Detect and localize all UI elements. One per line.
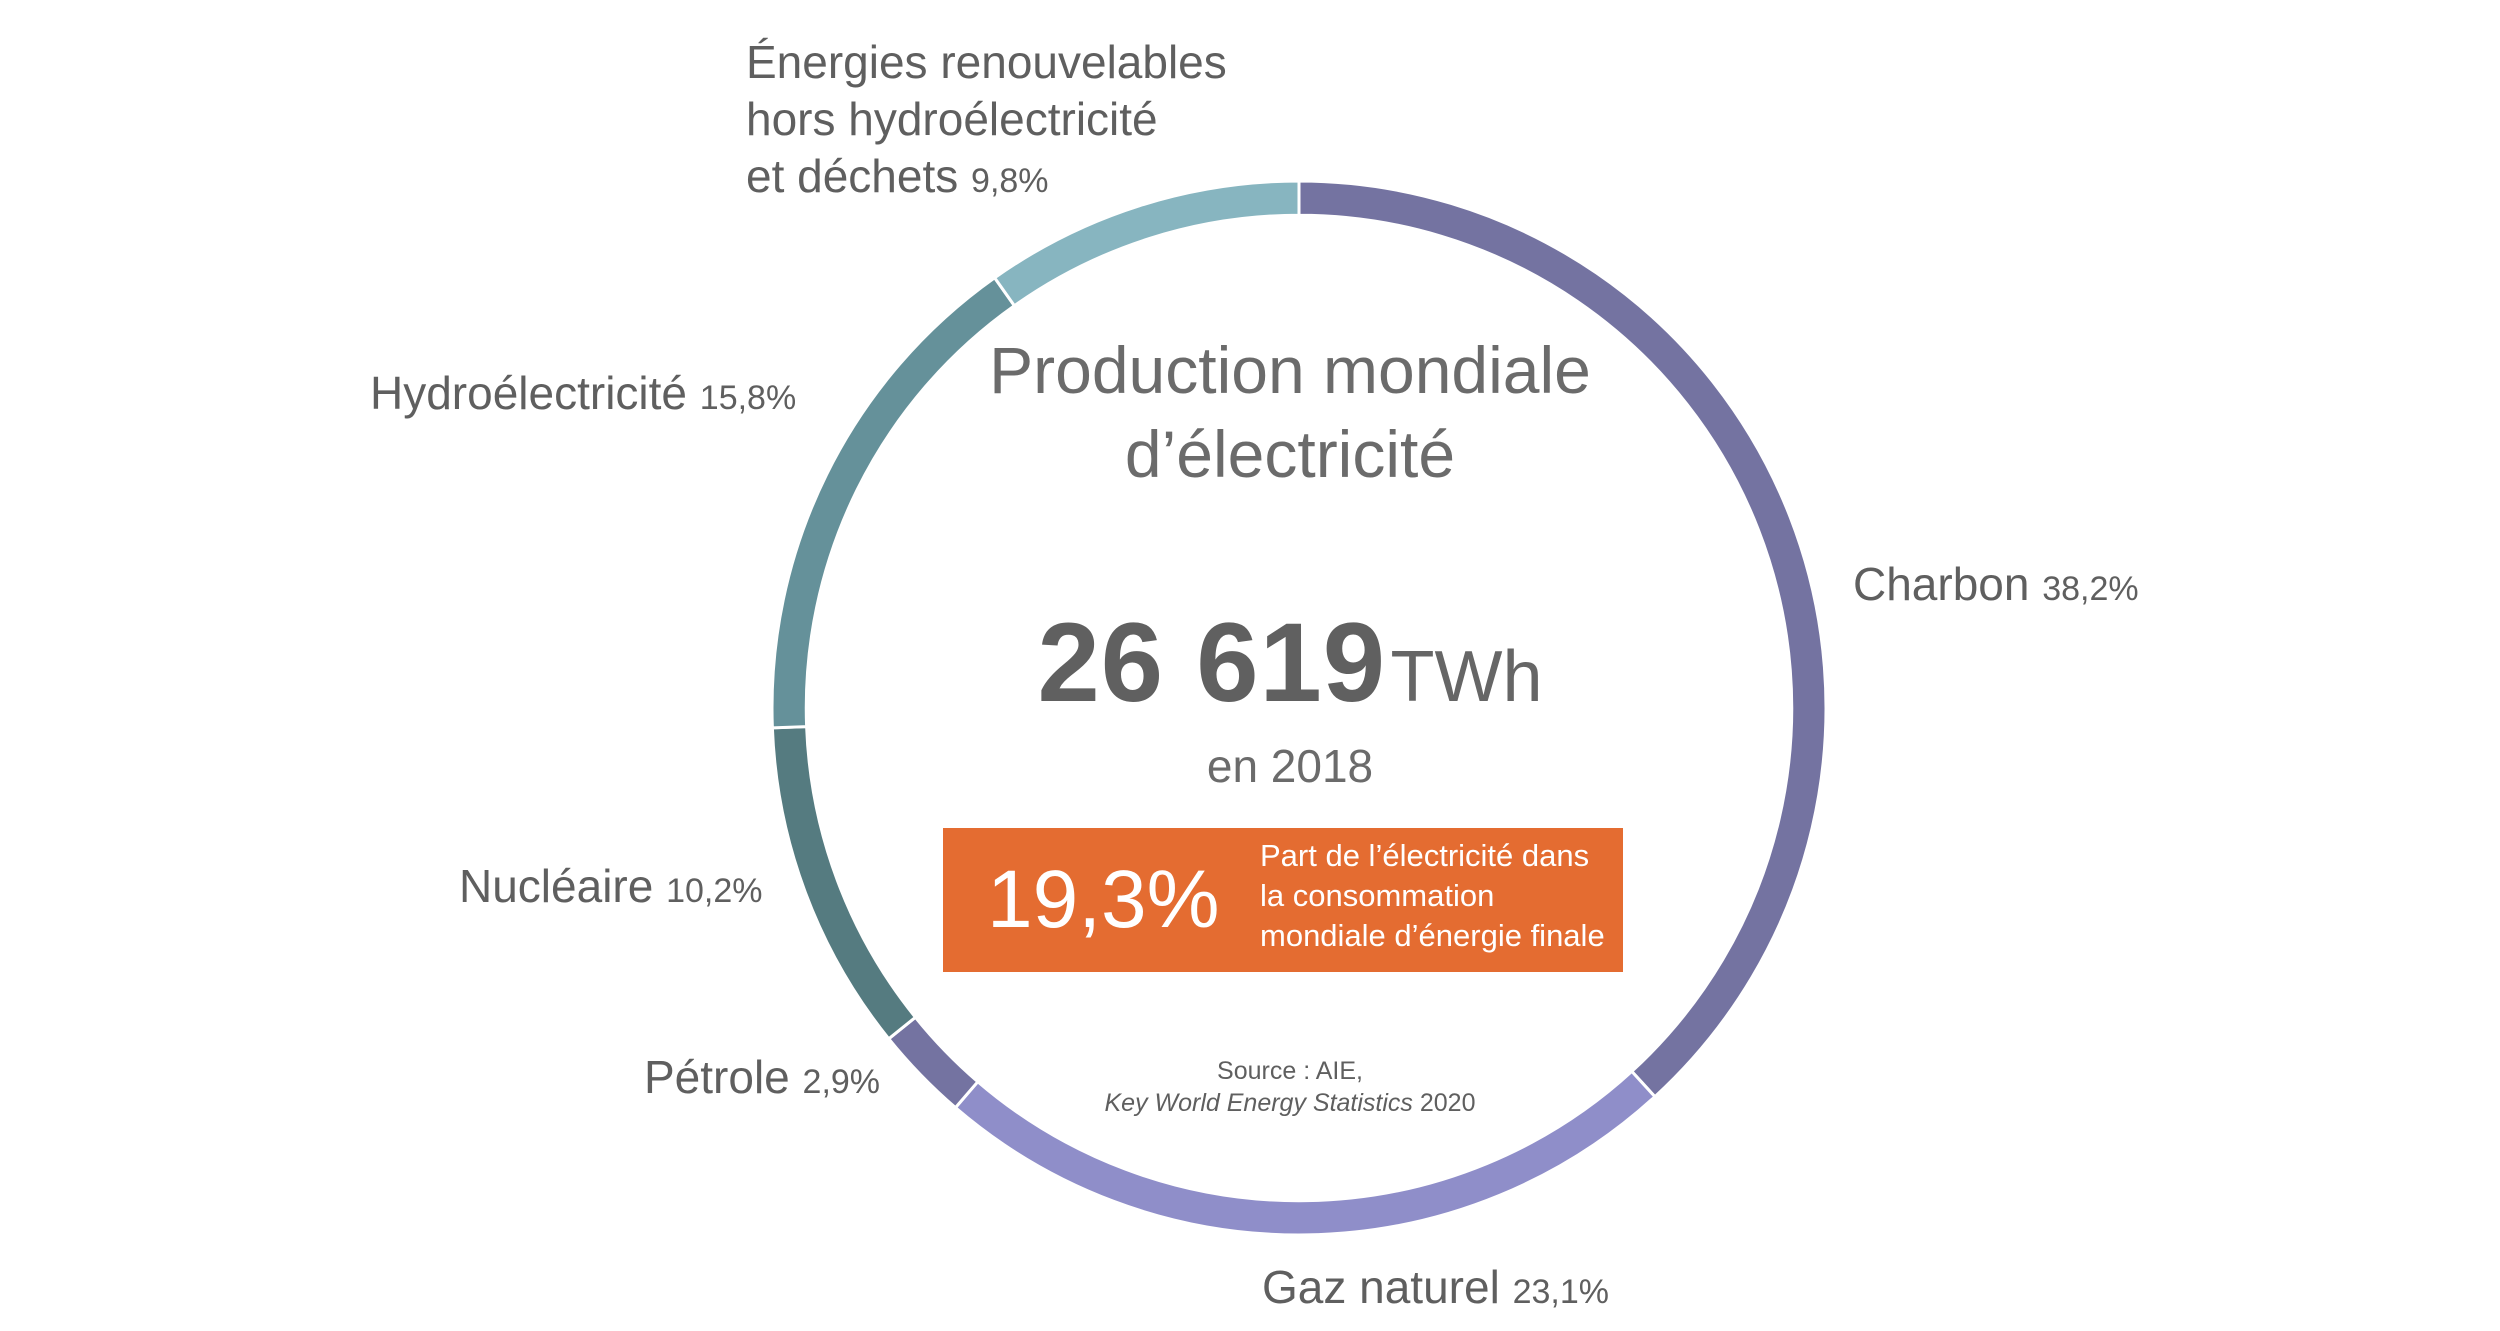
label-name: Hydroélectricité [370,367,687,419]
chart-title: Production mondiale d’électricité [989,333,1591,491]
label-charbon: Charbon 38,2% [1853,556,2139,618]
label-petrole: Pétrole 2,9% [644,1049,880,1111]
label-percent: 2,9% [802,1063,881,1101]
label-name: Énergies renouvelables [746,36,1227,88]
label-name: et déchets [746,150,959,202]
label-percent: 38,2% [2042,570,2139,608]
label-percent: 9,8% [971,162,1049,200]
slice-nucleaire [770,725,918,1041]
label-name: Nucléaire [459,860,654,912]
label-nucleaire: Nucléaire 10,2% [459,858,763,920]
electricity-share-box: 19,3% Part de l’électricité dans la cons… [943,828,1623,972]
source-prefix: Source : AIE, [1217,1057,1363,1085]
source-note: Source : AIE, Key World Energy Statistic… [980,1055,1600,1119]
electricity-share-text: Part de l’électricité dans la consommati… [1260,838,1605,953]
slice-petrole [886,1015,980,1110]
source-publication: Key World Energy Statistics [1104,1089,1413,1117]
source-year: 2020 [1419,1089,1476,1117]
slice-energies-renouvelables-hors-hydroelectricite-et-dechets [992,179,1301,308]
slice-hydroelectricite [770,275,1017,730]
label-name: Pétrole [644,1051,790,1103]
total-period: en 2018 [1206,740,1374,792]
label-percent: 10,2% [666,872,763,910]
label-hydroelectricite: Hydroélectricité 15,8% [370,365,796,427]
total-production: 26 619 TWh [980,598,1600,762]
total-value: 26 619 [1037,600,1387,725]
label-gaz-naturel: Gaz naturel 23,1% [1262,1259,1609,1321]
electricity-share-value: 19,3% [987,854,1220,945]
label-percent: 15,8% [699,379,797,417]
label-name: hors hydroélectricité [746,93,1158,145]
label-name: Gaz naturel [1262,1261,1500,1313]
total-unit: TWh [1390,637,1543,717]
label-name: Charbon [1853,558,2030,610]
label-energies-renouvelables-hors-hydroelectricite-et-dechets: Énergies renouvelables hors hydroélectric… [746,34,1227,210]
label-percent: 23,1% [1512,1273,1609,1311]
